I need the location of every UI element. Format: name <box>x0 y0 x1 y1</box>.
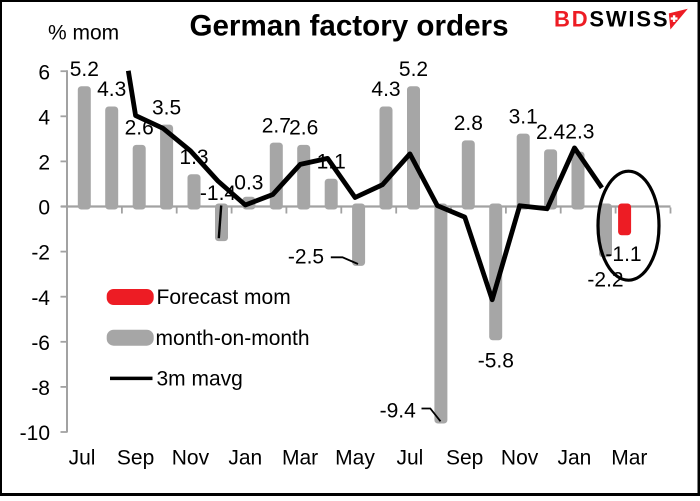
svg-text:2.8: 2.8 <box>454 112 483 135</box>
svg-text:4.3: 4.3 <box>371 78 400 101</box>
svg-text:-9.4: -9.4 <box>380 399 417 422</box>
svg-text:Forecast mom: Forecast mom <box>157 286 291 309</box>
svg-text:-4: -4 <box>31 287 50 310</box>
svg-text:-5.8: -5.8 <box>478 350 514 373</box>
svg-text:-1.4: -1.4 <box>200 182 237 205</box>
svg-text:Nov: Nov <box>501 447 539 470</box>
svg-text:Jan: Jan <box>557 447 591 470</box>
svg-text:-1.1: -1.1 <box>605 243 641 266</box>
svg-text:3.5: 3.5 <box>152 96 181 119</box>
svg-text:Jul: Jul <box>69 447 96 470</box>
svg-text:May: May <box>335 447 375 470</box>
svg-text:3.1: 3.1 <box>509 105 538 128</box>
svg-text:1.3: 1.3 <box>179 146 208 169</box>
svg-text:2.7: 2.7 <box>262 114 291 137</box>
svg-text:1.1: 1.1 <box>317 150 346 173</box>
svg-text:Sep: Sep <box>446 447 483 470</box>
svg-text:-8: -8 <box>31 377 50 400</box>
svg-text:6: 6 <box>38 61 50 84</box>
svg-text:Mar: Mar <box>282 447 318 470</box>
svg-text:2: 2 <box>38 152 50 175</box>
svg-text:Sep: Sep <box>117 447 154 470</box>
svg-text:2.4: 2.4 <box>536 121 566 144</box>
svg-text:Jul: Jul <box>396 447 423 470</box>
svg-text:Nov: Nov <box>172 447 210 470</box>
svg-text:0: 0 <box>38 197 50 220</box>
svg-text:0.3: 0.3 <box>234 172 263 195</box>
svg-text:2.3: 2.3 <box>565 121 594 144</box>
svg-text:Jan: Jan <box>228 447 262 470</box>
svg-text:% mom: % mom <box>48 22 119 45</box>
svg-text:German factory orders: German factory orders <box>189 10 508 43</box>
svg-text:2.6: 2.6 <box>289 117 318 140</box>
svg-text:-6: -6 <box>31 332 50 355</box>
svg-text:5.2: 5.2 <box>399 58 428 81</box>
svg-text:-2: -2 <box>31 242 50 265</box>
svg-text:-2.2: -2.2 <box>587 268 623 291</box>
svg-text:4: 4 <box>38 106 50 129</box>
svg-text:-10: -10 <box>20 422 50 445</box>
svg-text:4.3: 4.3 <box>97 78 126 101</box>
svg-text:3m mavg: 3m mavg <box>157 368 243 391</box>
svg-text:BDSWISS: BDSWISS <box>554 7 669 32</box>
svg-text:month-on-month: month-on-month <box>156 327 310 350</box>
svg-text:-2.5: -2.5 <box>288 246 324 269</box>
svg-text:Mar: Mar <box>611 447 647 470</box>
svg-text:2.6: 2.6 <box>125 117 154 140</box>
svg-text:5.2: 5.2 <box>70 58 99 81</box>
